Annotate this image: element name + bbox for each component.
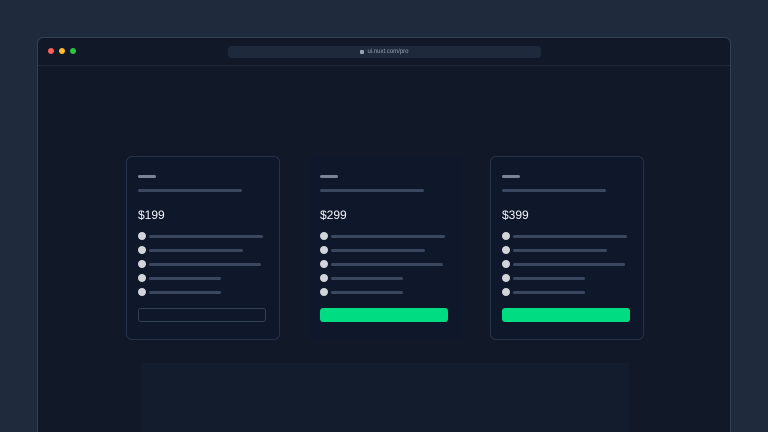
feature-text-placeholder <box>513 234 627 238</box>
feature-item <box>138 274 221 282</box>
feature-text-placeholder <box>149 276 221 280</box>
check-icon <box>502 288 510 296</box>
plan-price: $299 <box>320 208 347 222</box>
check-icon <box>138 246 146 254</box>
check-icon <box>502 232 510 240</box>
feature-item <box>138 260 261 268</box>
check-icon <box>502 246 510 254</box>
feature-text-placeholder <box>331 234 445 238</box>
feature-item <box>502 260 625 268</box>
plan-name-placeholder <box>138 175 156 178</box>
check-icon <box>138 260 146 268</box>
feature-item <box>502 246 607 254</box>
select-plan-button[interactable] <box>502 308 630 322</box>
plan-price: $199 <box>138 208 165 222</box>
plan-name-placeholder <box>320 175 338 178</box>
check-icon <box>320 288 328 296</box>
feature-text-placeholder <box>513 290 585 294</box>
feature-item <box>320 232 445 240</box>
select-plan-button[interactable] <box>138 308 266 322</box>
feature-item <box>320 288 403 296</box>
check-icon <box>320 232 328 240</box>
maximize-window-dot[interactable] <box>70 48 76 54</box>
feature-text-placeholder <box>513 248 607 252</box>
feature-item <box>138 232 263 240</box>
feature-text-placeholder <box>513 262 625 266</box>
minimize-window-dot[interactable] <box>59 48 65 54</box>
feature-item <box>502 232 627 240</box>
check-icon <box>138 274 146 282</box>
feature-text-placeholder <box>331 262 443 266</box>
feature-item <box>320 246 425 254</box>
check-icon <box>502 260 510 268</box>
browser-window: ui.nuxt.com/pro $199 $299 $399 <box>37 37 731 432</box>
feature-text-placeholder <box>149 262 261 266</box>
pricing-card: $399 <box>490 156 644 340</box>
url-text: ui.nuxt.com/pro <box>367 49 409 55</box>
feature-text-placeholder <box>331 276 403 280</box>
plan-description-placeholder <box>502 189 606 192</box>
address-bar[interactable]: ui.nuxt.com/pro <box>228 46 541 58</box>
check-icon <box>320 260 328 268</box>
feature-text-placeholder <box>149 290 221 294</box>
feature-item <box>320 260 443 268</box>
pricing-card: $199 <box>126 156 280 340</box>
plan-description-placeholder <box>138 189 242 192</box>
plan-name-placeholder <box>502 175 520 178</box>
select-plan-button[interactable] <box>320 308 448 322</box>
pricing-card: $299 <box>308 156 462 340</box>
plan-price: $399 <box>502 208 529 222</box>
feature-text-placeholder <box>149 248 243 252</box>
plan-description-placeholder <box>320 189 424 192</box>
check-icon <box>320 246 328 254</box>
feature-item <box>138 246 243 254</box>
feature-text-placeholder <box>331 290 403 294</box>
check-icon <box>138 288 146 296</box>
feature-item <box>502 288 585 296</box>
feature-item <box>502 274 585 282</box>
check-icon <box>320 274 328 282</box>
feature-text-placeholder <box>513 276 585 280</box>
close-window-dot[interactable] <box>48 48 54 54</box>
check-icon <box>502 274 510 282</box>
feature-text-placeholder <box>331 248 425 252</box>
check-icon <box>138 232 146 240</box>
background-glow <box>141 363 629 432</box>
feature-item <box>138 288 221 296</box>
feature-item <box>320 274 403 282</box>
feature-text-placeholder <box>149 234 263 238</box>
browser-toolbar: ui.nuxt.com/pro <box>38 38 730 66</box>
lock-icon <box>360 50 365 54</box>
